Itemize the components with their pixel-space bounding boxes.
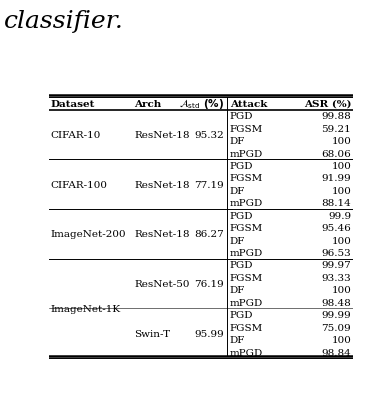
- Text: mPGD: mPGD: [230, 149, 263, 158]
- Text: DF: DF: [230, 236, 245, 245]
- Text: ResNet-18: ResNet-18: [134, 230, 190, 239]
- Text: 88.14: 88.14: [321, 199, 351, 208]
- Text: 68.06: 68.06: [321, 149, 351, 158]
- Text: $\mathcal{A}_{\mathrm{std}}$ (%): $\mathcal{A}_{\mathrm{std}}$ (%): [179, 97, 224, 111]
- Text: 98.84: 98.84: [321, 348, 351, 357]
- Text: DF: DF: [230, 285, 245, 294]
- Text: 96.53: 96.53: [321, 248, 351, 257]
- Text: 75.09: 75.09: [321, 323, 351, 332]
- Text: 76.19: 76.19: [194, 279, 224, 288]
- Text: 91.99: 91.99: [321, 174, 351, 183]
- Text: Dataset: Dataset: [51, 100, 95, 108]
- Text: PGD: PGD: [230, 162, 253, 171]
- Text: Attack: Attack: [230, 100, 267, 108]
- Text: PGD: PGD: [230, 112, 253, 121]
- Text: Swin-T: Swin-T: [134, 329, 170, 338]
- Text: 93.33: 93.33: [321, 273, 351, 282]
- Text: ImageNet-200: ImageNet-200: [51, 230, 126, 239]
- Text: DF: DF: [230, 137, 245, 146]
- Text: 59.21: 59.21: [321, 124, 351, 133]
- Text: ResNet-18: ResNet-18: [134, 180, 190, 189]
- Text: FGSM: FGSM: [230, 323, 263, 332]
- Text: 99.97: 99.97: [321, 261, 351, 270]
- Text: mPGD: mPGD: [230, 298, 263, 307]
- Text: 100: 100: [331, 335, 351, 344]
- Text: mPGD: mPGD: [230, 199, 263, 208]
- Text: mPGD: mPGD: [230, 348, 263, 357]
- Text: CIFAR-100: CIFAR-100: [51, 180, 107, 189]
- Text: ImageNet-1K: ImageNet-1K: [51, 304, 121, 313]
- Text: 99.88: 99.88: [321, 112, 351, 121]
- Text: FGSM: FGSM: [230, 124, 263, 133]
- Text: FGSM: FGSM: [230, 273, 263, 282]
- Text: 77.19: 77.19: [194, 180, 224, 189]
- Text: 100: 100: [331, 137, 351, 146]
- Text: 95.32: 95.32: [194, 130, 224, 139]
- Text: 95.46: 95.46: [321, 224, 351, 233]
- Text: mPGD: mPGD: [230, 248, 263, 257]
- Text: 100: 100: [331, 162, 351, 171]
- Text: 95.99: 95.99: [194, 329, 224, 338]
- Text: PGD: PGD: [230, 211, 253, 220]
- Text: 100: 100: [331, 236, 351, 245]
- Text: DF: DF: [230, 335, 245, 344]
- Text: DF: DF: [230, 187, 245, 196]
- Text: 99.99: 99.99: [321, 310, 351, 319]
- Text: PGD: PGD: [230, 261, 253, 270]
- Text: 100: 100: [331, 187, 351, 196]
- Text: 100: 100: [331, 285, 351, 294]
- Text: PGD: PGD: [230, 310, 253, 319]
- Text: 99.9: 99.9: [328, 211, 351, 220]
- Text: FGSM: FGSM: [230, 224, 263, 233]
- Text: CIFAR-10: CIFAR-10: [51, 130, 101, 139]
- Text: FGSM: FGSM: [230, 174, 263, 183]
- Text: ResNet-18: ResNet-18: [134, 130, 190, 139]
- Text: ASR (%): ASR (%): [304, 100, 351, 108]
- Text: Arch: Arch: [134, 100, 162, 108]
- Text: ResNet-50: ResNet-50: [134, 279, 190, 288]
- Text: 86.27: 86.27: [194, 230, 224, 239]
- Text: classifier.: classifier.: [4, 10, 124, 33]
- Text: 98.48: 98.48: [321, 298, 351, 307]
